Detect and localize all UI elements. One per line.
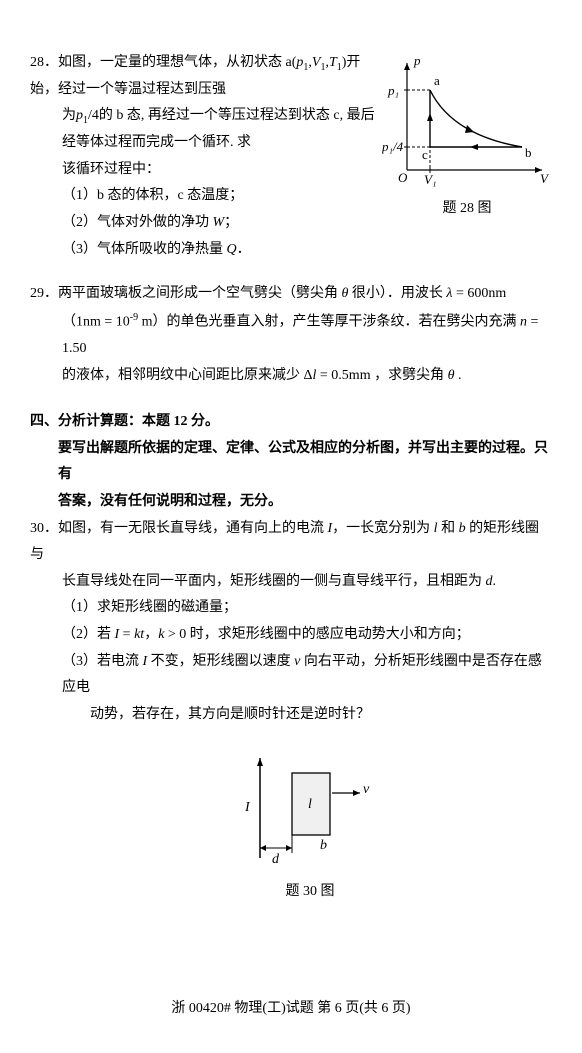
svg-text:p₁/4: p₁/4 (382, 139, 404, 154)
svg-text:V: V (540, 171, 550, 186)
section-note-2: 答案，没有任何说明和过程，无分。 (30, 489, 552, 516)
q30-line1: 如图，有一无限长直导线，通有向上的电流 I，一长宽分别为 l 和 b 的矩形线圈… (30, 521, 539, 563)
question-29: 29．两平面玻璃板之间形成一个空气劈尖（劈尖角 θ 很小）．用波长 λ = 60… (30, 281, 552, 389)
q30-sub1: （1）求矩形线圈的磁通量； (30, 595, 552, 622)
page-footer: 浙 00420# 物理(工)试题 第 6 页(共 6 页) (30, 996, 552, 1023)
svg-text:V₁: V₁ (424, 172, 436, 187)
svg-text:l: l (308, 797, 312, 812)
section-4-header: 四、分析计算题：本题 12 分。 要写出解题所依据的定理、定律、公式及相应的分析… (30, 409, 552, 515)
section-title: 四、分析计算题：本题 12 分。 (30, 409, 552, 436)
q28-num: 28． (30, 55, 58, 70)
figure-30: I l v d b 题 30 图 (30, 753, 552, 906)
figure-28: p p₁ p₁/4 O V₁ V a b c 题 28 图 (382, 55, 552, 223)
q28-sub3: （3）气体所吸收的净热量 Q． (30, 237, 552, 264)
q30-sub3b: 动势，若存在，其方向是顺时针还是逆时针？ (30, 702, 552, 729)
svg-text:I: I (244, 800, 251, 815)
svg-text:p: p (413, 55, 421, 68)
svg-text:b: b (525, 145, 532, 160)
question-28: p p₁ p₁/4 O V₁ V a b c 题 28 图 28．如图，一定量的… (30, 50, 552, 263)
wire-loop-diagram: I l v d b (230, 753, 390, 873)
svg-text:p₁: p₁ (387, 83, 399, 98)
svg-text:O: O (398, 170, 408, 185)
svg-text:v: v (363, 782, 370, 797)
q29-line3: 的液体，相邻明纹中心间距比原来减少 Δl = 0.5mm ，求劈尖角 θ . (30, 363, 552, 390)
q30-sub3: （3）若电流 I 不变，矩形线圈以速度 v 向右平动，分析矩形线圈中是否存在感应… (30, 649, 552, 702)
q30-num: 30． (30, 521, 58, 536)
svg-text:b: b (320, 838, 327, 853)
pv-diagram: p p₁ p₁/4 O V₁ V a b c (382, 55, 552, 190)
figure-30-caption: 题 30 图 (230, 879, 390, 906)
q30-sub2: （2）若 I = kt，k > 0 时，求矩形线圈中的感应电动势大小和方向； (30, 622, 552, 649)
svg-text:a: a (434, 73, 440, 88)
q30-line2: 长直导线处在同一平面内，矩形线圈的一侧与直导线平行，且相距为 d. (30, 569, 552, 596)
section-note-1: 要写出解题所依据的定理、定律、公式及相应的分析图，并写出主要的过程。只有 (30, 436, 552, 489)
svg-text:d: d (272, 852, 280, 867)
q28-text: 如图，一定量的理想气体，从初状态 a(p1,V1,T1)开始，经过一个等温过程达… (30, 55, 360, 97)
question-30: 30．如图，有一无限长直导线，通有向上的电流 I，一长宽分别为 l 和 b 的矩… (30, 516, 552, 906)
q29-num: 29． (30, 286, 58, 301)
q29-line1: 两平面玻璃板之间形成一个空气劈尖（劈尖角 θ 很小）．用波长 λ = 600nm (58, 286, 506, 301)
svg-text:c: c (422, 147, 428, 162)
figure-28-caption: 题 28 图 (382, 196, 552, 223)
q29-line2: （1nm = 10-9 m）的单色光垂直入射，产生等厚干涉条纹．若在劈尖内充满 … (30, 308, 552, 363)
